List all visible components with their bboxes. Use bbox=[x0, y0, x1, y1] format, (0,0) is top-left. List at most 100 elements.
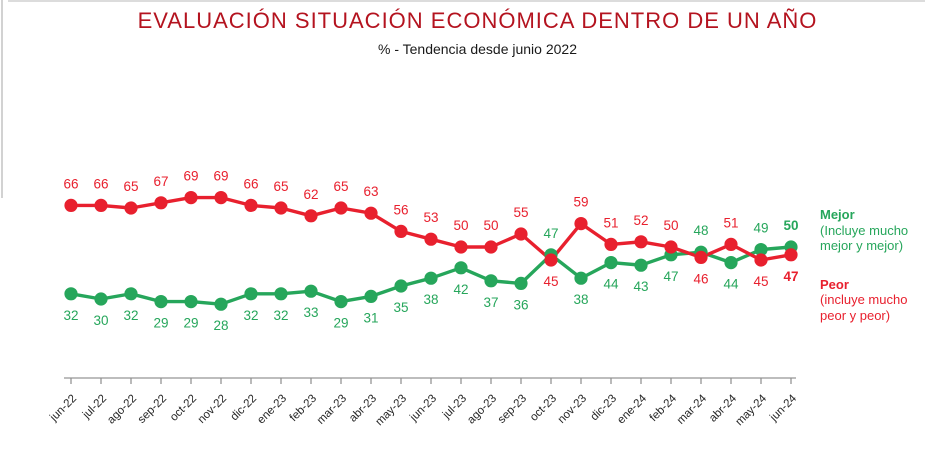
data-label-peor: 51 bbox=[603, 215, 618, 230]
x-axis-label: dic-23 bbox=[588, 393, 619, 424]
legend-peor: Peor (incluye mucho peor y peor) bbox=[820, 277, 924, 324]
data-label-mejor: 32 bbox=[63, 308, 78, 323]
data-point-mejor bbox=[244, 287, 258, 301]
data-point-peor bbox=[634, 235, 648, 249]
data-point-mejor bbox=[484, 274, 498, 288]
data-label-mejor: 43 bbox=[633, 279, 648, 294]
data-point-mejor bbox=[304, 284, 318, 298]
data-label-mejor: 28 bbox=[213, 318, 228, 333]
data-label-peor: 46 bbox=[693, 271, 708, 286]
data-label-peor: 50 bbox=[483, 218, 498, 233]
chart-legend: Mejor (Incluye mucho mejor y mejor) Peor… bbox=[820, 207, 924, 346]
data-point-peor bbox=[574, 217, 588, 231]
data-point-peor bbox=[244, 198, 258, 212]
data-label-peor: 55 bbox=[513, 205, 528, 220]
legend-peor-label: Peor bbox=[820, 276, 849, 292]
data-label-mejor: 29 bbox=[333, 316, 348, 331]
data-point-mejor bbox=[454, 261, 468, 275]
data-point-mejor bbox=[574, 271, 588, 285]
data-label-peor: 62 bbox=[303, 187, 318, 202]
data-label-peor: 69 bbox=[213, 169, 228, 184]
data-point-peor bbox=[64, 198, 78, 212]
data-point-peor bbox=[184, 191, 198, 205]
data-point-peor bbox=[94, 198, 108, 212]
series-line-peor bbox=[69, 195, 793, 262]
data-label-mejor: 44 bbox=[603, 277, 619, 292]
data-label-mejor: 35 bbox=[393, 300, 408, 315]
legend-mejor: Mejor (Incluye mucho mejor y mejor) bbox=[820, 207, 924, 254]
data-point-mejor bbox=[364, 289, 378, 303]
data-label-peor: 66 bbox=[93, 176, 108, 191]
data-point-peor bbox=[754, 253, 768, 267]
data-point-mejor bbox=[94, 292, 108, 306]
data-label-mejor: 32 bbox=[123, 308, 138, 323]
data-label-mejor: 38 bbox=[423, 292, 438, 307]
legend-mejor-label: Mejor bbox=[820, 207, 855, 222]
data-point-mejor bbox=[184, 295, 198, 309]
data-label-mejor: 29 bbox=[183, 316, 198, 331]
window-edge-top bbox=[8, 0, 925, 2]
x-axis-label: nov-22 bbox=[196, 393, 229, 426]
x-axis-label: feb-23 bbox=[288, 393, 320, 425]
x-axis-label: oct-22 bbox=[168, 393, 199, 424]
x-axis-label: oct-23 bbox=[528, 393, 559, 424]
data-label-mejor: 31 bbox=[363, 310, 378, 325]
data-point-peor bbox=[154, 196, 168, 210]
data-point-mejor bbox=[154, 295, 168, 309]
data-label-peor: 47 bbox=[783, 269, 798, 284]
data-point-peor bbox=[274, 201, 288, 215]
data-label-peor: 69 bbox=[183, 169, 198, 184]
x-axis-label: jun-23 bbox=[407, 393, 439, 425]
data-label-peor: 66 bbox=[63, 176, 78, 191]
data-point-peor bbox=[724, 237, 738, 251]
data-point-peor bbox=[694, 250, 708, 264]
x-axis-label: ene-24 bbox=[615, 392, 649, 426]
data-point-peor bbox=[604, 237, 618, 251]
data-label-peor: 66 bbox=[243, 176, 258, 191]
data-label-peor: 50 bbox=[453, 218, 468, 233]
x-axis-label: may-23 bbox=[374, 393, 410, 429]
chart-subtitle: % - Tendencia desde junio 2022 bbox=[377, 41, 577, 57]
data-point-mejor bbox=[424, 271, 438, 285]
x-axis-label: may-24 bbox=[734, 392, 770, 428]
data-point-mejor bbox=[124, 287, 138, 301]
data-label-mejor: 47 bbox=[663, 269, 678, 284]
x-axis-label: ago-23 bbox=[465, 393, 499, 427]
data-label-mejor: 30 bbox=[93, 313, 108, 328]
legend-peor-detail: (incluye mucho peor y peor) bbox=[820, 292, 908, 323]
data-label-peor: 63 bbox=[363, 184, 378, 199]
data-point-peor bbox=[364, 206, 378, 220]
x-axis-label: ago-22 bbox=[105, 393, 139, 427]
data-label-peor: 52 bbox=[633, 213, 648, 228]
data-point-peor bbox=[484, 240, 498, 254]
x-axis-label: nov-23 bbox=[556, 393, 589, 426]
data-point-peor bbox=[424, 232, 438, 246]
data-label-mejor: 44 bbox=[723, 277, 739, 292]
data-label-peor: 56 bbox=[393, 202, 408, 217]
data-label-peor: 53 bbox=[423, 210, 438, 225]
data-point-peor bbox=[334, 201, 348, 215]
data-point-peor bbox=[124, 201, 138, 215]
data-label-peor: 65 bbox=[273, 179, 288, 194]
x-axis-label: jun-24 bbox=[767, 392, 799, 424]
x-axis-label: mar-23 bbox=[315, 393, 349, 427]
data-label-mejor: 50 bbox=[783, 218, 798, 233]
data-label-peor: 50 bbox=[663, 218, 678, 233]
data-label-peor: 45 bbox=[753, 274, 768, 289]
x-axis-label: mar-24 bbox=[675, 392, 710, 427]
data-point-peor bbox=[214, 191, 228, 205]
data-label-peor: 67 bbox=[153, 174, 168, 189]
data-label-mejor: 47 bbox=[543, 226, 558, 241]
x-axis-label: dic-22 bbox=[228, 393, 259, 424]
data-point-mejor bbox=[634, 258, 648, 272]
data-point-peor bbox=[394, 224, 408, 238]
data-label-mejor: 49 bbox=[753, 221, 768, 236]
chart-title: EVALUACIÓN SITUACIÓN ECONÓMICA DENTRO DE… bbox=[137, 8, 818, 33]
data-point-peor bbox=[454, 240, 468, 254]
data-point-mejor bbox=[754, 243, 768, 257]
data-label-mejor: 32 bbox=[243, 308, 258, 323]
data-label-mejor: 48 bbox=[693, 223, 708, 238]
data-label-mejor: 32 bbox=[273, 308, 288, 323]
